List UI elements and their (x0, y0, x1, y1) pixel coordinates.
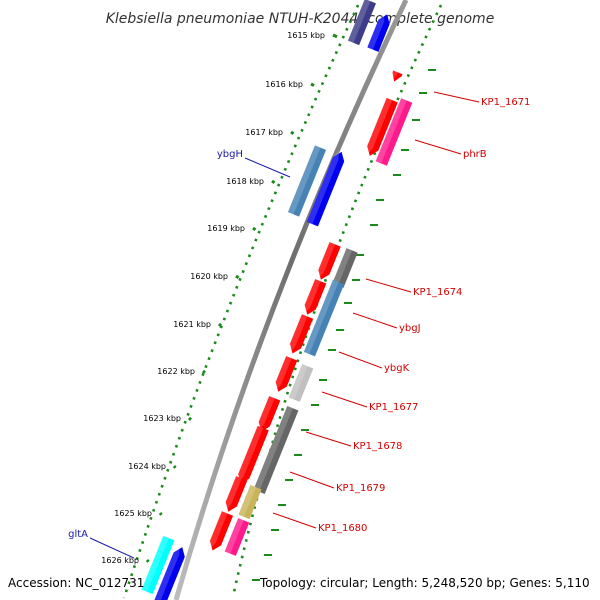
tick-mark-left (172, 465, 177, 469)
gene-block-phrb (375, 98, 413, 166)
gene-features (141, 0, 413, 600)
gene-block-red (318, 242, 341, 280)
gene-label: ybgK (384, 363, 410, 374)
gene-label: ybgJ (399, 323, 421, 334)
gene-block-pink (224, 518, 250, 556)
tick-label: 1625 kbp (114, 509, 152, 518)
tick-mark-left (217, 322, 223, 327)
gene-block-blue (306, 150, 345, 227)
tick-mark-left (187, 416, 193, 421)
tick-label: 1615 kbp (287, 31, 325, 40)
tick-label: 1626 kbp (101, 556, 139, 565)
label-leader-line (338, 351, 383, 369)
tick-label: 1621 kbp (173, 320, 211, 329)
label-leader-line (433, 91, 480, 103)
gene-block-blue (367, 13, 390, 52)
gene-label: gltA (68, 529, 88, 540)
label-leader-line (414, 139, 462, 155)
gene-block-kp1-1680 (238, 484, 262, 520)
tick-label: 1624 kbp (128, 462, 166, 471)
gene-block-red (225, 476, 248, 512)
gene-block-ybgk (288, 364, 314, 402)
gene-block-blue (154, 546, 185, 600)
tick-mark-left (201, 369, 207, 374)
gene-label: KP1_1677 (369, 402, 418, 413)
tick-mark-left (235, 274, 240, 279)
gene-block-ybgh (287, 145, 327, 217)
gene-block-glta (141, 535, 175, 595)
gene-block-red (209, 511, 234, 551)
label-leader-line (321, 391, 368, 408)
tick-label: 1616 kbp (265, 80, 303, 89)
gene-block-red (275, 356, 298, 392)
gene-block-kp1-1671 (391, 70, 403, 82)
scale-ticks: 1615 kbp 1616 kbp 1617 kbp 1618 kbp 1619 kbp… (101, 31, 436, 581)
gene-label: KP1_1674 (413, 287, 462, 298)
tick-mark-left (310, 82, 315, 87)
tick-mark-left (158, 512, 163, 516)
tick-label: 1620 kbp (190, 272, 228, 281)
gene-labels: KP1_1671 phrB ybgH KP1_1674 ybgJ ybgK KP1_1677… (68, 91, 530, 559)
tick-mark-left (145, 559, 150, 563)
label-leader-line (89, 537, 135, 559)
tick-label: 1623 kbp (143, 414, 181, 423)
gene-block-red (258, 396, 281, 432)
gene-block-ybgj (303, 279, 345, 357)
gene-label: ybgH (217, 149, 243, 160)
gene-block-red (237, 425, 269, 484)
tick-mark-left (290, 130, 295, 135)
gene-block-red (304, 279, 327, 315)
label-leader-line (365, 278, 412, 293)
tick-mark-left (332, 33, 338, 39)
label-leader-line (305, 431, 352, 447)
tick-label: 1622 kbp (157, 367, 195, 376)
genome-backbone (173, 0, 409, 600)
label-leader-line (289, 471, 335, 489)
gene-label: phrB (463, 149, 487, 160)
gene-block-red (289, 314, 314, 354)
tick-label: 1619 kbp (207, 224, 245, 233)
topology-text: Topology: circular; Length: 5,248,520 bp… (259, 576, 590, 590)
gene-block-red (366, 97, 398, 156)
gene-block-kp1-1678 (253, 406, 299, 494)
tick-mark-left (271, 179, 276, 185)
tick-mark-left (252, 226, 257, 232)
gene-label: KP1_1680 (318, 523, 367, 534)
accession-text: Accession: NC_012731 (8, 576, 144, 590)
gene-block-navy (348, 0, 376, 46)
gene-label: KP1_1679 (336, 483, 385, 494)
tick-label: 1618 kbp (226, 177, 264, 186)
gene-label: KP1_1678 (353, 441, 402, 452)
gene-block-kp1-1674 (332, 248, 358, 288)
label-leader-line (244, 157, 291, 178)
gene-label: KP1_1671 (481, 97, 530, 108)
label-leader-line (352, 312, 398, 329)
tick-label: 1617 kbp (245, 128, 283, 137)
label-leader-line (272, 512, 317, 529)
